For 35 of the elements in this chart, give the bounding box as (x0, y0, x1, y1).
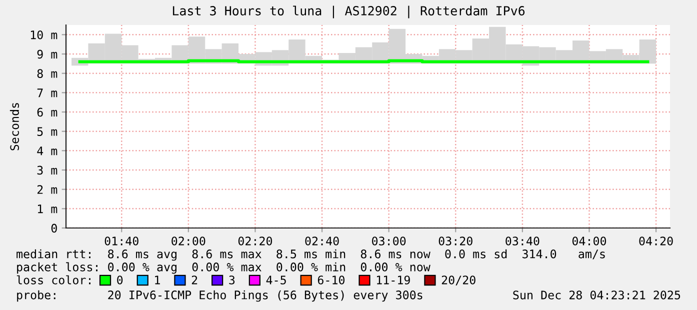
y-tick-label: 9 m (37, 50, 58, 59)
x-tick-label: 03:40 (506, 236, 540, 246)
y-tick-label: 4 m (37, 146, 58, 156)
legend-label: 4-5 (266, 276, 286, 284)
legend-label: 2 (192, 276, 198, 284)
x-tick-label: 01:40 (104, 236, 138, 246)
x-tick-label: 04:00 (572, 236, 606, 246)
text: probe: 20 IPv6-ICMP Echo Pings (56 Bytes) every 300s (17, 290, 422, 302)
legend-title: loss color: (16, 275, 90, 284)
x-tick-label: 03:20 (438, 236, 472, 246)
legend-label: 0 (117, 276, 123, 284)
text: median rtt: 8.6 ms avg 8.6 ms max 8.5 ms min 8.6 ms now 0.0 ms sd 314.0 am/s (16, 249, 605, 261)
y-tick-label: 6 m (37, 108, 58, 117)
y-tick-label: 3 m (37, 166, 58, 175)
y-tick-label: 10 m (30, 30, 58, 40)
legend-label: 1 (155, 276, 160, 284)
x-tick-label: 04:20 (639, 236, 673, 246)
y-tick-label: 0 (51, 224, 57, 233)
x-tick-label: 03:00 (372, 236, 406, 246)
legend-label: 11-19 (376, 276, 410, 284)
y-tick-label: 7 m (37, 88, 58, 98)
y-tick-label: 8 m (37, 69, 58, 78)
y-tick-label: 1 m (38, 204, 58, 214)
text: packet loss: 0.00 % avg 0.00 % max 0.00 % min 0.00 % now (17, 262, 430, 274)
legend-label: 3 (229, 276, 235, 284)
y-tick-label: 5 m (37, 127, 58, 136)
x-tick-label: 02:20 (238, 236, 272, 246)
x-tick-label: 02:40 (305, 236, 339, 246)
legend-label: 6-10 (318, 276, 345, 284)
text: Sun Dec 28 04:23:21 2025 (513, 290, 680, 300)
chart-title: Last 3 Hours to luna | AS12902 | Rotterdam IPv6 (172, 6, 525, 18)
y-tick-label: 2 m (37, 185, 58, 194)
legend-label: 20/20 (442, 276, 476, 286)
y-axis-title: Seconds (10, 103, 19, 150)
x-tick-label: 02:00 (172, 236, 206, 246)
